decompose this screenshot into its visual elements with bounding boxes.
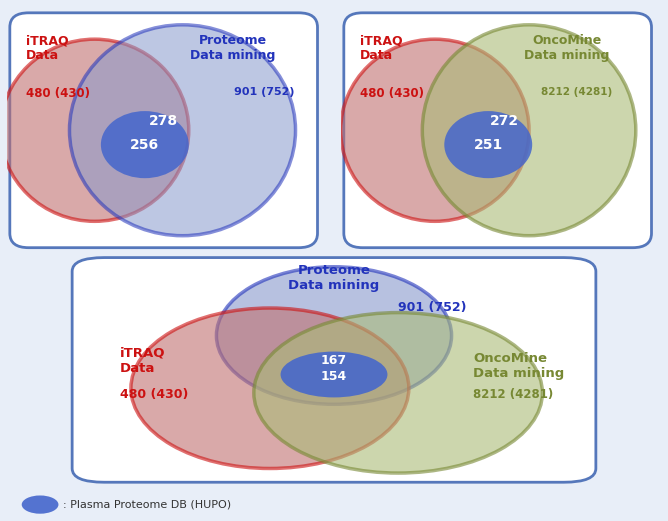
Ellipse shape <box>422 25 636 235</box>
Ellipse shape <box>1 39 189 221</box>
Text: 480 (430): 480 (430) <box>25 87 90 100</box>
Text: 480 (430): 480 (430) <box>120 388 188 401</box>
Ellipse shape <box>254 313 542 473</box>
FancyBboxPatch shape <box>344 13 651 247</box>
FancyBboxPatch shape <box>72 257 596 482</box>
Text: 154: 154 <box>321 370 347 383</box>
Text: 272: 272 <box>490 114 518 128</box>
Text: iTRAQ
Data: iTRAQ Data <box>120 347 166 375</box>
Text: 278: 278 <box>149 114 178 128</box>
Text: Proteome
Data mining: Proteome Data mining <box>289 265 379 292</box>
Text: iTRAQ
Data: iTRAQ Data <box>25 34 68 63</box>
Ellipse shape <box>216 267 452 404</box>
Ellipse shape <box>444 111 532 178</box>
Text: 901 (752): 901 (752) <box>234 87 295 97</box>
Text: iTRAQ
Data: iTRAQ Data <box>359 34 402 63</box>
Ellipse shape <box>101 111 189 178</box>
Text: 251: 251 <box>474 138 503 152</box>
Text: OncoMine
Data mining: OncoMine Data mining <box>473 352 564 380</box>
Text: 901 (752): 901 (752) <box>398 301 467 314</box>
FancyBboxPatch shape <box>10 13 317 247</box>
Text: 167: 167 <box>321 354 347 367</box>
Text: : Plasma Proteome DB (HUPO): : Plasma Proteome DB (HUPO) <box>63 500 232 510</box>
Ellipse shape <box>131 308 409 468</box>
Ellipse shape <box>341 39 529 221</box>
Ellipse shape <box>69 25 295 235</box>
Text: 8212 (4281): 8212 (4281) <box>540 87 612 97</box>
Text: OncoMine
Data mining: OncoMine Data mining <box>524 34 609 63</box>
Text: 8212 (4281): 8212 (4281) <box>473 388 553 401</box>
Ellipse shape <box>21 495 59 514</box>
Text: 480 (430): 480 (430) <box>359 87 424 100</box>
Text: Proteome
Data mining: Proteome Data mining <box>190 34 275 63</box>
Text: 256: 256 <box>130 138 160 152</box>
Ellipse shape <box>281 352 387 398</box>
